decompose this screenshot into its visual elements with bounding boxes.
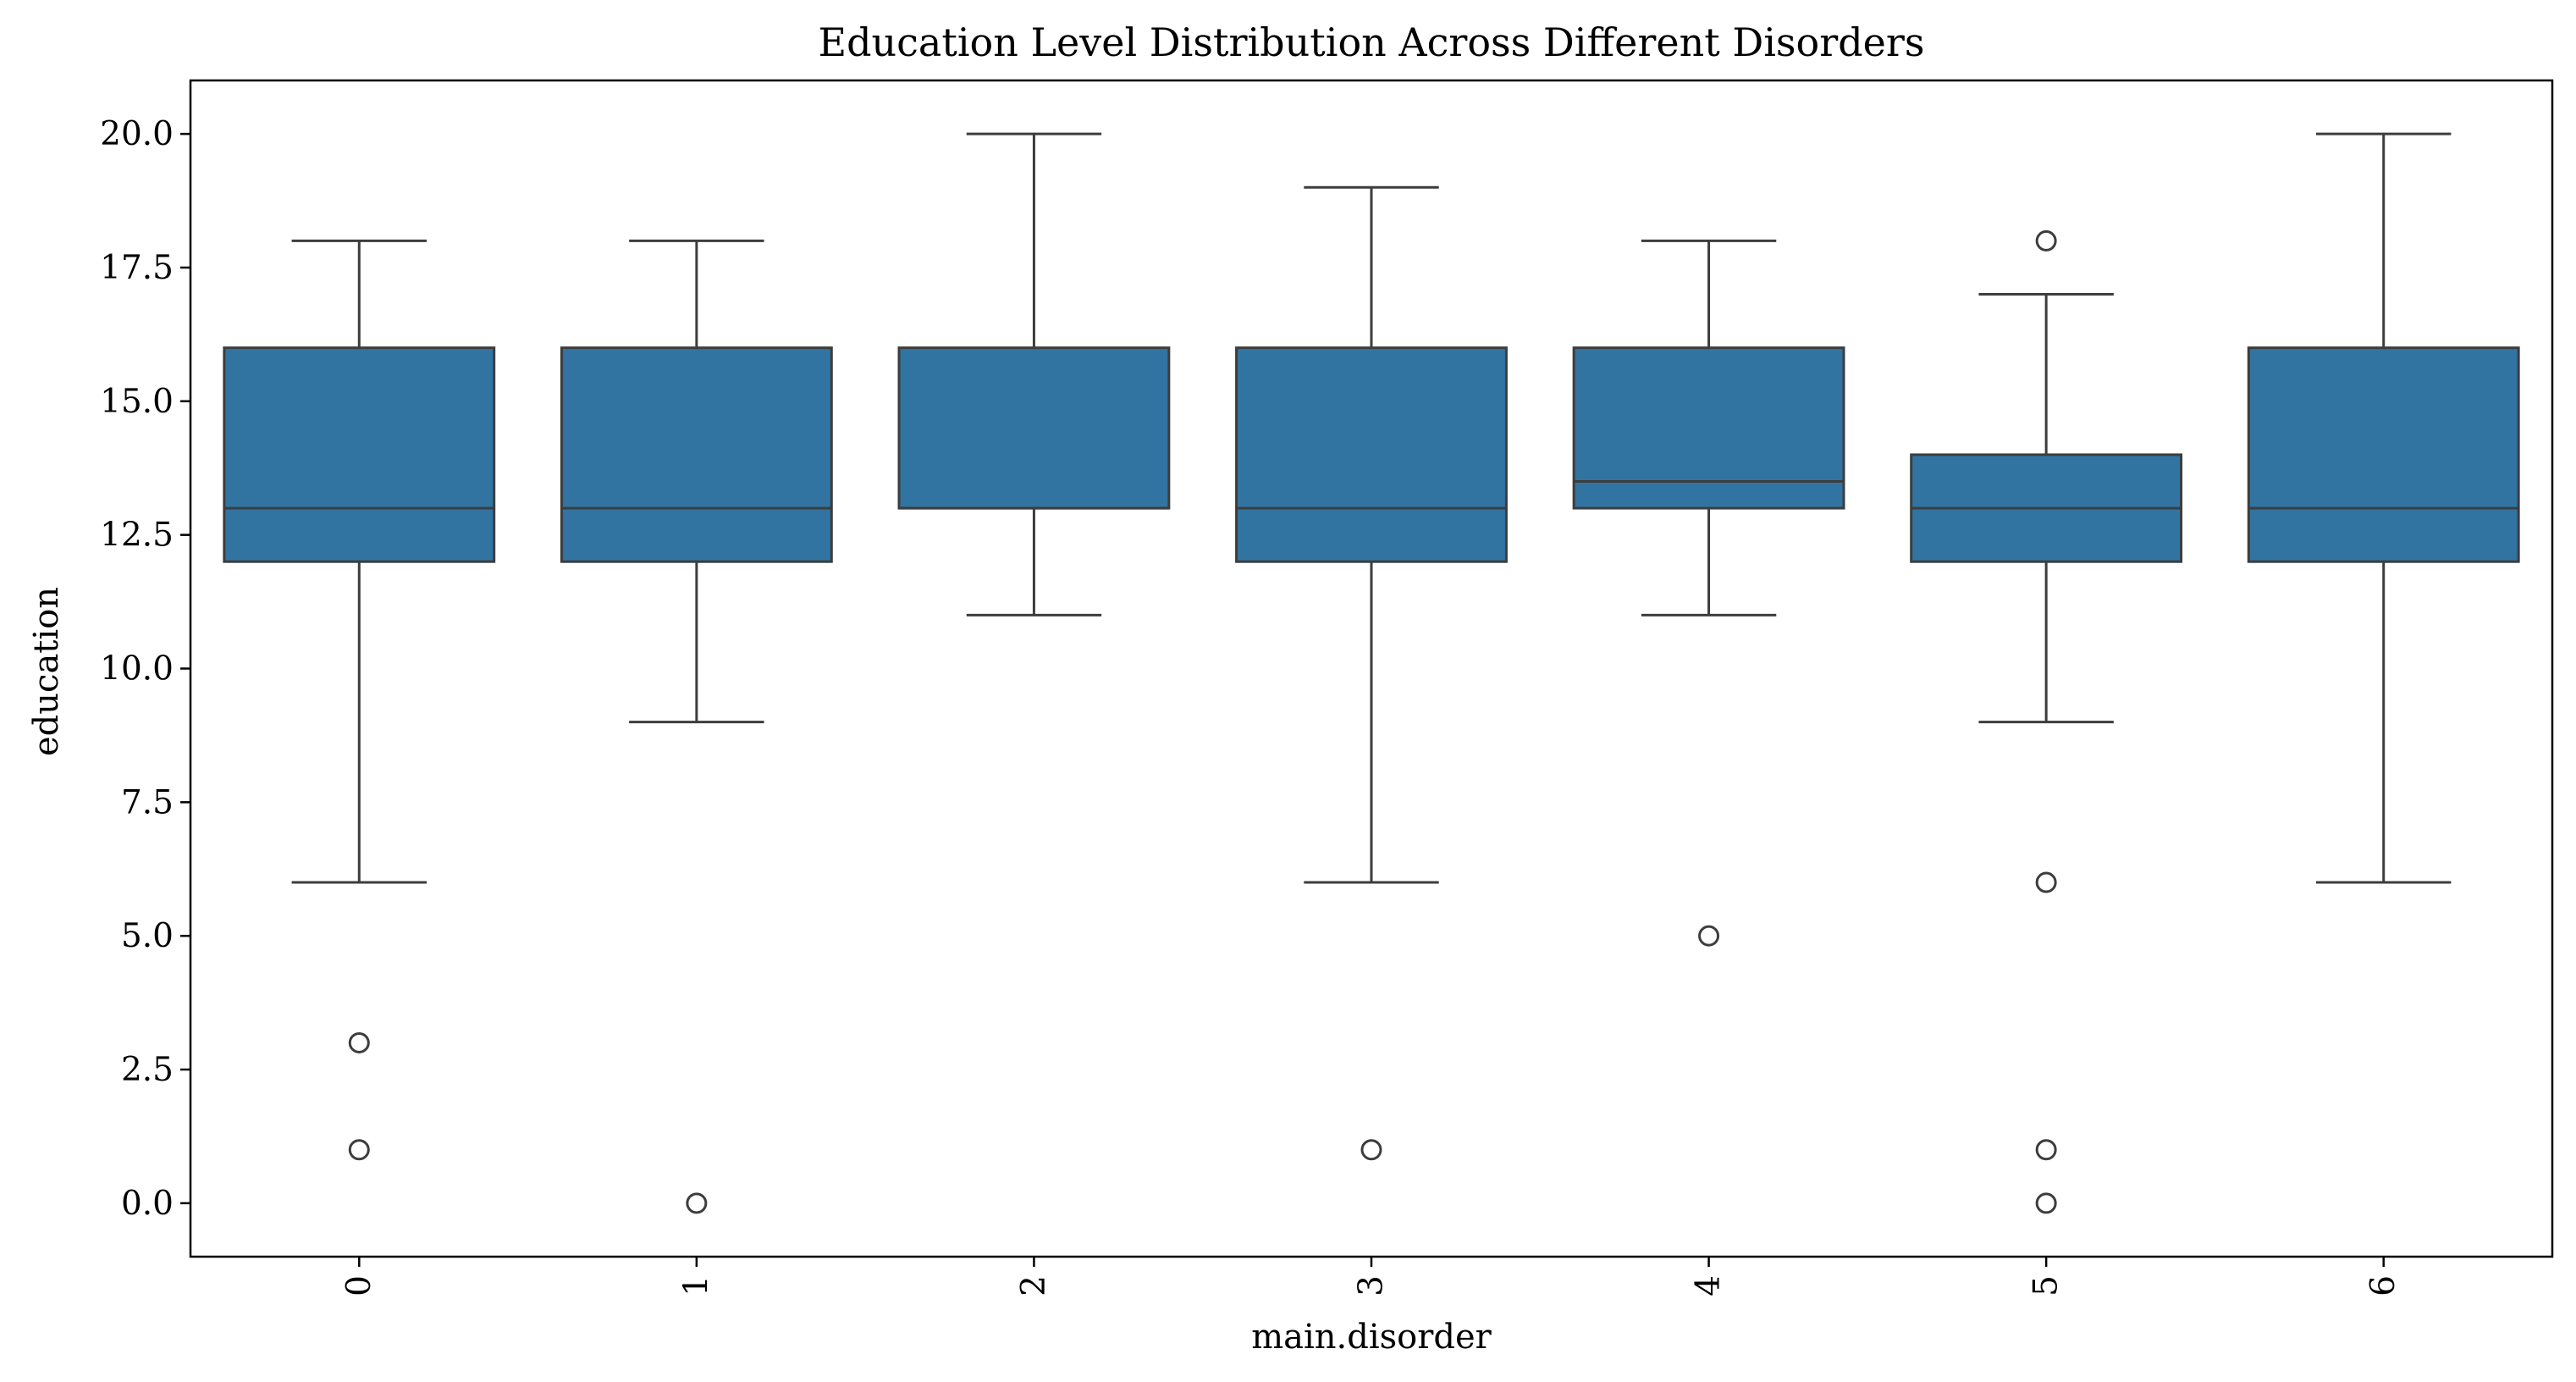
outlier-point (2035, 1192, 2057, 1214)
y-tick-label: 5.0 (121, 917, 174, 955)
plot-area (223, 132, 2520, 1214)
box (560, 346, 833, 563)
box-group-2 (897, 132, 1171, 616)
x-tick-label: 2 (1015, 1275, 1053, 1296)
outlier-point (348, 1031, 370, 1053)
outlier-point (2035, 1139, 2057, 1161)
y-tick-label: 2.5 (121, 1051, 174, 1089)
box-group-1 (560, 239, 833, 1214)
box (1572, 346, 1845, 510)
box-group-5 (1910, 229, 2183, 1214)
box (897, 346, 1171, 510)
x-axis-label: main.disorder (1251, 1318, 1492, 1357)
box-group-3 (1235, 185, 1508, 1161)
outlier-point (2035, 229, 2057, 252)
y-tick-label: 12.5 (100, 517, 174, 555)
x-tick-label: 6 (2364, 1275, 2402, 1296)
y-tick-label: 0.0 (121, 1185, 174, 1223)
box-group-4 (1572, 239, 1845, 947)
x-tick-label: 5 (2027, 1275, 2066, 1296)
y-tick-label: 20.0 (100, 115, 174, 153)
y-tick-label: 15.0 (100, 383, 174, 421)
outlier-point (1360, 1139, 1382, 1161)
y-axis-label: education (27, 587, 66, 756)
y-tick-label: 17.5 (100, 249, 174, 287)
x-tick-label: 4 (1690, 1275, 1728, 1296)
y-tick-label: 10.0 (100, 650, 174, 688)
outlier-point (348, 1139, 370, 1161)
box (2247, 346, 2520, 563)
outlier-point (2035, 871, 2057, 893)
box (1235, 346, 1508, 563)
axes: 0.0 2.5 5.0 7.5 10.0 12.5 15.0 17.5 20.0 0 1 2 3 4 5 6 (100, 79, 2554, 1296)
outlier-point (686, 1192, 708, 1214)
y-tick-label: 7.5 (121, 783, 174, 821)
chart-title: Education Level Distribution Across Diff… (819, 19, 1925, 65)
x-tick-label: 3 (1353, 1275, 1391, 1296)
x-tick-label: 0 (340, 1275, 378, 1296)
x-tick-label: 1 (677, 1275, 715, 1296)
box-group-6 (2247, 132, 2520, 884)
outlier-point (1698, 925, 1720, 947)
box (223, 346, 496, 563)
box-group-0 (223, 239, 496, 1161)
